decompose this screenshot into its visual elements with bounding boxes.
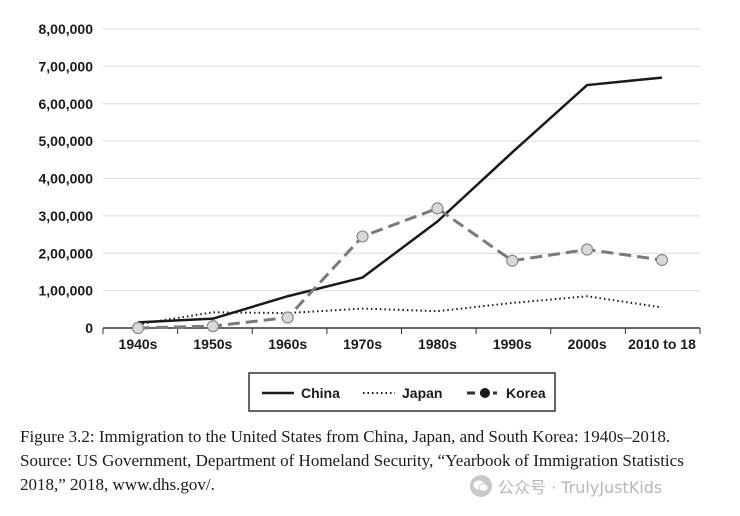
series-line-china [137,76,663,324]
legend: China Japan Korea [248,372,556,412]
data-point-korea [281,311,294,324]
x-tick-label: 2010 to 18 [628,336,696,352]
figure-caption: Figure 3.2: Immigration to the United St… [20,427,684,494]
y-tick-label: 7,00,000 [39,58,94,74]
x-tick-label: 1970s [343,336,382,352]
legend-marker-korea [480,388,490,398]
y-tick-label: 3,00,000 [39,208,94,224]
legend-label-china: China [301,385,340,401]
series-lines [131,76,669,335]
y-tick-label: 1,00,000 [39,283,94,299]
grid-lines [103,28,700,292]
watermark-text: 公众号 · TrulyJustKids [498,478,663,497]
y-tick-label: 5,00,000 [39,133,94,149]
chart: 8,00,000 7,00,000 6,00,000 5,00,000 4,00,000… [39,21,701,412]
data-point-korea [206,320,219,333]
data-point-korea [581,243,594,256]
x-tick-label: 1950s [193,336,232,352]
legend-box [248,372,556,412]
x-tick-label: 2000s [568,336,607,352]
y-tick-label: 6,00,000 [39,96,94,112]
series-line-japan [137,295,663,326]
data-point-korea [356,230,369,243]
legend-label-korea: Korea [506,385,546,401]
data-point-korea [131,321,145,335]
x-tick-label: 1980s [418,336,457,352]
y-tick-label: 8,00,000 [39,21,94,37]
x-tick-label: 1940s [119,336,158,352]
y-axis-ticks: 8,00,000 7,00,000 6,00,000 5,00,000 4,00,000… [39,21,94,336]
x-axis: 1940s 1950s 1960s 1970s 1980s 1990s 2000s 2010 … [102,327,701,352]
wechat-icon [470,475,492,497]
x-tick-label: 1960s [268,336,307,352]
legend-label-japan: Japan [402,385,442,401]
data-point-korea [655,253,669,267]
y-tick-label: 2,00,000 [39,245,94,261]
series-line-korea [137,206,663,330]
data-point-korea [506,254,519,267]
data-point-korea [431,202,444,215]
y-tick-label: 0 [85,320,93,336]
y-tick-label: 4,00,000 [39,171,94,187]
watermark: 公众号 · TrulyJustKids [470,474,662,498]
x-tick-label: 1990s [493,336,532,352]
